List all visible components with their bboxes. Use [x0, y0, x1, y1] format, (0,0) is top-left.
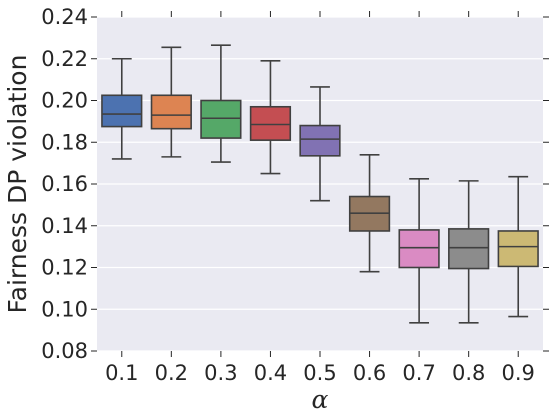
- iqr-box: [497, 230, 539, 268]
- y-tick-labels: 0.08 0.10 0.12 0.14 0.16 0.18 0.20 0.22 0.24: [41, 5, 88, 363]
- y-tick-label: 0.10: [41, 297, 88, 321]
- iqr-box: [150, 94, 192, 130]
- y-tick-label: 0.14: [41, 214, 88, 238]
- box-0.1: [101, 57, 143, 160]
- y-tick-label: 0.16: [41, 172, 88, 196]
- y-axis-label: Fairness DP violation: [3, 55, 32, 314]
- x-tick-label: 0.9: [502, 361, 535, 385]
- box-0.7: [398, 177, 440, 324]
- axis-ticks: [91, 11, 549, 357]
- y-tick-label: 0.12: [41, 256, 88, 280]
- x-tick-label: 0.8: [452, 361, 485, 385]
- y-tick-label: 0.18: [41, 130, 88, 154]
- box-0.3: [200, 44, 242, 163]
- iqr-box: [249, 105, 292, 141]
- x-tick-label: 0.1: [105, 361, 138, 385]
- x-tick-label: 0.5: [303, 361, 336, 385]
- box-0.2: [150, 46, 192, 158]
- x-tick-labels: 0.1 0.2 0.3 0.4 0.5 0.6 0.7 0.8 0.9: [105, 361, 535, 385]
- box-0.9: [497, 175, 539, 318]
- x-tick-label: 0.7: [402, 361, 435, 385]
- x-axis-label: α: [312, 385, 329, 414]
- iqr-box: [101, 94, 143, 128]
- y-tick-label: 0.24: [41, 5, 88, 29]
- x-tick-label: 0.2: [155, 361, 188, 385]
- y-tick-label: 0.08: [41, 339, 88, 363]
- box-0.5: [299, 86, 341, 202]
- iqr-box: [299, 124, 341, 157]
- box-0.8: [448, 180, 490, 324]
- iqr-box: [398, 229, 440, 269]
- box-0.4: [249, 60, 292, 175]
- x-tick-label: 0.3: [204, 361, 237, 385]
- iqr-box: [200, 99, 242, 139]
- iqr-box: [448, 228, 490, 270]
- box-0.6: [348, 153, 391, 273]
- y-tick-label: 0.20: [41, 89, 88, 113]
- x-tick-label: 0.4: [254, 361, 287, 385]
- y-tick-label: 0.22: [41, 47, 88, 71]
- x-tick-label: 0.6: [353, 361, 386, 385]
- boxes: [101, 44, 539, 324]
